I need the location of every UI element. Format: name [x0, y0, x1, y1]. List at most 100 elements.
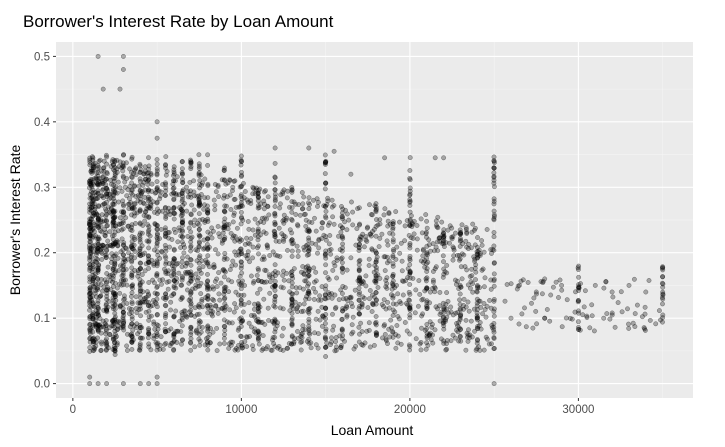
- data-point: [272, 273, 278, 279]
- data-point: [373, 278, 379, 283]
- data-point: [100, 195, 106, 201]
- data-point: [377, 235, 383, 241]
- data-point: [442, 318, 448, 324]
- data-point: [137, 199, 143, 205]
- data-point: [255, 305, 261, 311]
- data-point: [316, 236, 322, 242]
- data-point: [183, 263, 189, 269]
- data-point: [99, 179, 105, 185]
- data-point: [110, 201, 116, 207]
- data-point: [117, 215, 123, 221]
- data-point: [289, 237, 295, 243]
- data-point: [90, 201, 95, 207]
- data-point: [103, 338, 109, 344]
- data-point: [87, 209, 93, 215]
- data-point: [137, 253, 143, 259]
- data-point: [95, 326, 101, 332]
- data-point: [221, 192, 227, 198]
- data-point: [104, 243, 110, 249]
- data-point: [426, 331, 432, 337]
- data-point: [369, 212, 375, 218]
- data-point: [167, 212, 173, 217]
- data-point: [99, 193, 105, 199]
- data-point: [609, 310, 615, 316]
- data-point: [107, 332, 112, 337]
- data-point: [386, 211, 392, 217]
- data-point: [188, 239, 194, 245]
- data-point: [140, 200, 146, 206]
- data-point: [194, 330, 200, 336]
- data-point: [196, 260, 202, 266]
- data-point: [92, 346, 98, 352]
- data-point: [101, 307, 107, 313]
- data-point: [115, 243, 121, 249]
- data-point: [216, 231, 222, 237]
- data-point: [373, 280, 379, 286]
- data-point: [103, 185, 109, 191]
- data-point: [99, 219, 105, 225]
- data-point: [163, 321, 169, 327]
- data-point: [255, 190, 261, 196]
- data-point: [88, 245, 94, 251]
- data-point: [255, 228, 261, 234]
- data-point: [239, 203, 245, 209]
- data-point: [112, 310, 118, 316]
- data-point: [127, 166, 133, 172]
- data-point: [146, 259, 152, 265]
- data-point: [197, 217, 203, 223]
- data-point: [181, 250, 187, 256]
- data-point: [189, 202, 195, 208]
- data-point: [319, 323, 325, 329]
- data-point: [137, 288, 143, 294]
- data-point: [365, 224, 371, 230]
- data-point: [339, 225, 345, 231]
- data-point: [95, 267, 101, 273]
- data-point: [163, 291, 169, 297]
- data-point: [491, 306, 497, 312]
- data-point: [111, 220, 117, 225]
- data-point: [163, 231, 168, 237]
- data-point: [90, 198, 96, 204]
- data-point: [103, 254, 109, 260]
- data-point: [93, 192, 99, 198]
- y-axis-title: Borrower's Interest Rate: [7, 145, 23, 296]
- data-point: [426, 237, 432, 243]
- data-point: [205, 292, 211, 298]
- data-point: [179, 227, 185, 233]
- data-point: [445, 227, 451, 233]
- data-point: [406, 297, 412, 303]
- data-point: [212, 203, 218, 208]
- data-point: [154, 291, 160, 297]
- data-point: [306, 291, 312, 297]
- data-point: [322, 292, 328, 298]
- data-point: [289, 321, 295, 327]
- data-point: [111, 273, 116, 279]
- data-point: [120, 252, 126, 258]
- data-point: [171, 339, 177, 345]
- data-point: [221, 323, 227, 329]
- data-point: [305, 290, 311, 296]
- data-point: [432, 285, 438, 291]
- data-point: [90, 196, 96, 202]
- data-point: [138, 288, 144, 294]
- data-point: [121, 152, 127, 158]
- data-point: [323, 306, 329, 312]
- data-point: [139, 335, 145, 341]
- data-point: [320, 313, 326, 319]
- data-point: [103, 280, 109, 286]
- data-point: [280, 306, 286, 312]
- data-point: [199, 182, 205, 188]
- data-point: [169, 273, 175, 279]
- data-point: [458, 284, 464, 290]
- data-point: [481, 249, 487, 255]
- data-point: [154, 283, 160, 289]
- data-point: [104, 290, 110, 296]
- data-point: [235, 292, 241, 298]
- data-point: [333, 335, 339, 340]
- data-point: [340, 333, 346, 338]
- data-point: [463, 304, 469, 310]
- data-point: [448, 304, 454, 310]
- data-point: [306, 323, 312, 329]
- data-point: [225, 180, 231, 186]
- data-point: [287, 227, 293, 233]
